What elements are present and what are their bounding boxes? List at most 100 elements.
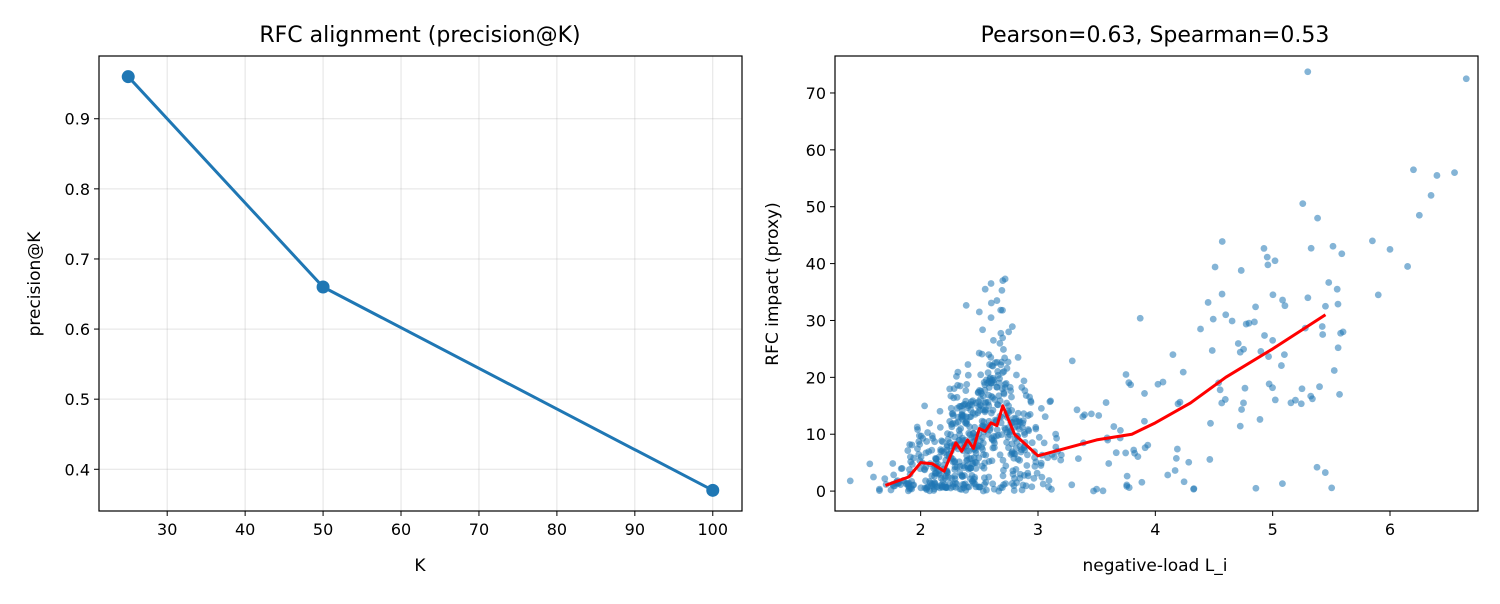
scatter-point (985, 377, 993, 385)
scatter-point (924, 429, 931, 436)
scatter-point (1130, 446, 1138, 454)
scatter-point (1095, 412, 1103, 419)
scatter-point (979, 326, 986, 334)
scatter-point (1102, 399, 1110, 406)
scatter-point (921, 402, 929, 410)
scatter-point (910, 481, 918, 489)
scatter-point (972, 465, 980, 472)
scatter-point (1242, 320, 1250, 328)
scatter-point (937, 471, 944, 479)
correlation-chart: Pearson=0.63, Spearman=0.53 negative-loa… (763, 23, 1479, 576)
scatter-point (1012, 415, 1019, 423)
scatter-point (961, 480, 969, 488)
precision-chart-frame (98, 55, 743, 512)
correlation-chart-frame (834, 55, 1479, 512)
scatter-point (907, 458, 915, 466)
scatter-point (955, 427, 963, 434)
precision-chart-xtick-label: 100 (697, 520, 728, 539)
scatter-point (1007, 387, 1015, 395)
scatter-point (963, 452, 971, 460)
scatter-point (1208, 347, 1216, 354)
scatter-point (1252, 303, 1259, 311)
scatter-point (985, 391, 992, 399)
precision-chart-ytick-label: 0.9 (65, 110, 90, 129)
scatter-point (989, 480, 997, 488)
precision-chart: RFC alignment (precision@K) K precision@… (25, 23, 743, 576)
scatter-point (1173, 445, 1181, 453)
scatter-point (1125, 484, 1133, 491)
scatter-point (1033, 469, 1041, 477)
scatter-point (1028, 483, 1036, 491)
scatter-point (1008, 406, 1016, 414)
scatter-point (1313, 463, 1321, 471)
scatter-point (1338, 250, 1346, 258)
precision-chart-ytick-label: 0.5 (65, 390, 90, 409)
scatter-point (889, 460, 897, 467)
correlation-chart-ytick-label: 20 (806, 368, 826, 387)
scatter-point (999, 306, 1006, 314)
scatter-point (977, 371, 985, 379)
precision-chart-ytick-label: 0.6 (65, 320, 90, 339)
scatter-point (1136, 314, 1144, 322)
scatter-point (970, 479, 978, 487)
scatter-point (971, 474, 979, 481)
scatter-point (1041, 413, 1049, 421)
scatter-point (971, 411, 979, 418)
scatter-point (1238, 406, 1245, 413)
scatter-point (1222, 311, 1230, 319)
scatter-point (908, 441, 916, 449)
scatter-point (1001, 275, 1009, 283)
scatter-point (948, 474, 956, 482)
scatter-point (984, 398, 992, 406)
correlation-chart-ytick-label: 40 (806, 255, 826, 274)
scatter-point (1045, 483, 1052, 491)
scatter-point (1159, 378, 1167, 386)
scatter-point (1207, 419, 1214, 427)
scatter-point (963, 380, 971, 388)
scatter-point (1123, 472, 1131, 480)
scatter-point (964, 371, 972, 379)
scatter-point (1141, 390, 1148, 397)
scatter-point (996, 339, 1004, 347)
scatter-point (1415, 211, 1423, 219)
scatter-point (1024, 472, 1032, 480)
correlation-chart-xtick-label: 5 (1268, 520, 1278, 539)
scatter-point (923, 438, 931, 445)
scatter-point (1074, 455, 1082, 463)
scatter-point (1252, 484, 1260, 492)
scatter-point (980, 451, 987, 458)
correlation-chart-ytick-label: 0 (816, 482, 826, 501)
scatter-point (1330, 367, 1338, 374)
scatter-point (960, 464, 968, 471)
scatter-point (1240, 345, 1248, 353)
scatter-point (922, 477, 929, 485)
scatter-point (1008, 323, 1016, 331)
precision-chart-xtick-label: 70 (469, 520, 489, 539)
scatter-point (1269, 291, 1277, 299)
scatter-point (1020, 377, 1028, 385)
scatter-point (1122, 449, 1130, 457)
scatter-point (1279, 296, 1286, 304)
scatter-point (977, 395, 984, 403)
scatter-point (1008, 393, 1015, 401)
scatter-point (1046, 398, 1054, 406)
scatter-point (1028, 439, 1036, 447)
scatter-point (1197, 325, 1204, 333)
scatter-point (999, 472, 1007, 480)
scatter-point (1023, 462, 1031, 469)
scatter-point (1433, 172, 1441, 179)
scatter-point (1451, 169, 1458, 176)
scatter-point (1287, 399, 1295, 407)
scatter-point (1190, 485, 1198, 493)
scatter-point (1010, 450, 1018, 458)
scatter-point (1172, 454, 1180, 462)
scatter-point (1014, 409, 1022, 417)
precision-chart-xtick-label: 80 (547, 520, 567, 539)
scatter-point (1032, 425, 1040, 433)
correlation-chart-ytick-label: 30 (806, 311, 826, 330)
scatter-point (1169, 351, 1177, 358)
scatter-point (1256, 416, 1264, 423)
precision-series-line (127, 75, 714, 492)
